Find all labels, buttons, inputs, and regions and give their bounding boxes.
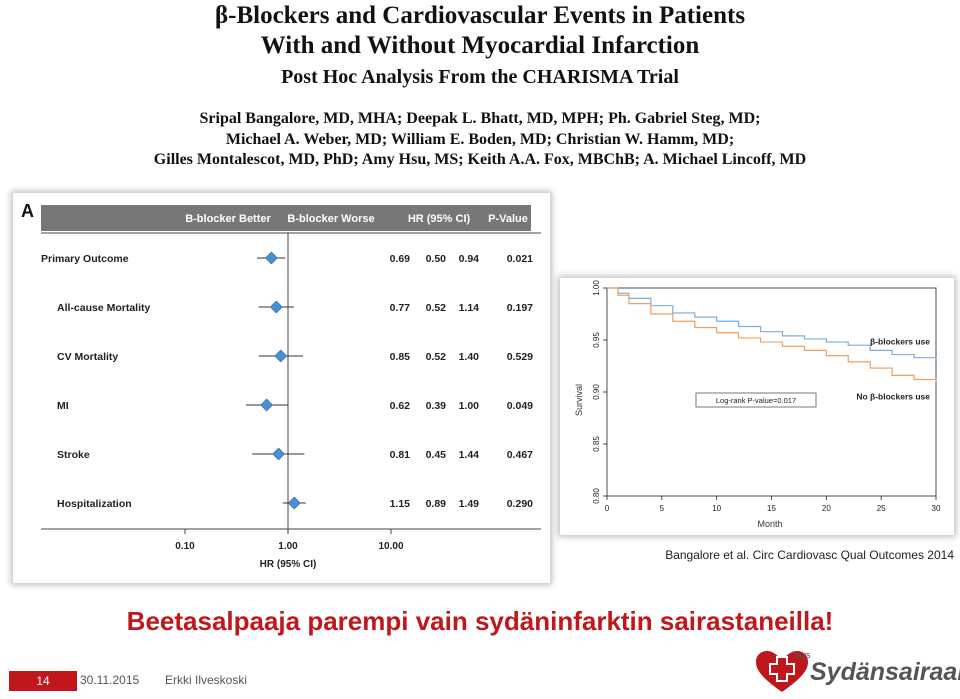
hr-value: 1.15 [390, 498, 411, 510]
ci-low-value: 0.52 [426, 351, 447, 363]
header-worse: B-blocker Worse [287, 213, 374, 225]
paper-title-line-1: β-Blockers and Cardiovascular Events in … [214, 2, 746, 29]
km-x-tick-label: 30 [932, 504, 941, 513]
x-tick-label: 0.10 [175, 541, 195, 552]
p-value: 0.049 [507, 400, 533, 412]
hr-point [274, 349, 288, 363]
forest-plot-panel: A B-blocker Better B-blocker Worse HR (9… [13, 193, 550, 583]
km-plot: Survival Month Log-rank P-value=0.017 0 5… [574, 280, 941, 529]
ci-low-value: 0.45 [426, 449, 447, 461]
hr-point [260, 398, 274, 412]
hr-value: 0.77 [390, 302, 411, 314]
km-annotation-box [695, 392, 817, 408]
forest-x-axis-label: HR (95% CI) [260, 559, 317, 570]
ci-high-value: 1.49 [459, 498, 480, 510]
row-label: All-cause Mortality [57, 302, 151, 314]
km-y-tick-label: 0.85 [592, 436, 601, 452]
km-x-axis-label: Month [757, 519, 782, 529]
km-plot-panel: Survival Month Log-rank P-value=0.017 0 5… [560, 278, 954, 535]
km-x-tick-label: 10 [712, 504, 721, 513]
ci-high-value: 1.14 [459, 302, 480, 314]
header-hr-ci: HR (95% CI) [408, 213, 471, 225]
km-series-line [607, 287, 937, 359]
km-x-tick-label: 0 [605, 504, 610, 513]
km-series-label: β-blockers use [870, 337, 930, 347]
slide-author: Erkki Ilveskoski [165, 673, 248, 687]
authors-line-3: Gilles Montalescot, MD, PhD; Amy Hsu, MS… [153, 151, 807, 168]
hr-value: 0.69 [390, 253, 411, 265]
km-y-tick-label: 0.95 [592, 332, 601, 348]
hr-value: 0.62 [390, 400, 411, 412]
conclusion-text: Beetasalpaaja parempi vain sydäninfarkti… [126, 606, 834, 636]
ci-low-value: 0.52 [426, 302, 447, 314]
ci-low-value: 0.89 [426, 498, 447, 510]
slide-number: 14 [9, 671, 77, 691]
authors-line-1: Sripal Bangalore, MD, MHA; Deepak L. Bha… [199, 110, 761, 127]
ci-high-value: 1.40 [459, 351, 480, 363]
p-value: 0.467 [507, 449, 533, 461]
row-label: MI [57, 400, 69, 412]
p-value: 0.290 [507, 498, 533, 510]
km-annotation: Log-rank P-value=0.017 [716, 396, 796, 405]
header-p-value: P-Value [488, 213, 528, 225]
hr-point [287, 496, 301, 510]
km-series-line [607, 287, 937, 382]
forest-plot: A B-blocker Better B-blocker Worse HR (9… [21, 201, 541, 570]
km-y-axis-label: Survival [574, 384, 584, 416]
hr-value: 0.81 [390, 449, 411, 461]
authors-line-2: Michael A. Weber, MD; William E. Boden, … [225, 131, 735, 148]
km-x-tick-label: 5 [660, 504, 665, 513]
row-label: Primary Outcome [41, 253, 129, 265]
citation: Bangalore et al. Circ Cardiovasc Qual Ou… [665, 548, 954, 562]
p-value: 0.021 [507, 253, 533, 265]
x-tick-label: 10.00 [378, 541, 403, 552]
hospital-logo [756, 651, 808, 692]
row-label: Stroke [57, 449, 90, 461]
row-label: Hospitalization [57, 498, 132, 510]
km-y-tick-label: 0.90 [592, 384, 601, 400]
row-label: CV Mortality [57, 351, 118, 363]
km-y-tick-label: 1.00 [592, 280, 601, 296]
hr-point [272, 447, 285, 461]
logo-small-text: Tays [792, 650, 811, 660]
km-x-tick-label: 20 [822, 504, 831, 513]
paper-title-line-2: With and Without Myocardial Infarction [260, 32, 700, 59]
hr-value: 0.85 [390, 351, 411, 363]
ci-high-value: 1.44 [459, 449, 480, 461]
p-value: 0.529 [507, 351, 533, 363]
hr-point [269, 300, 283, 314]
header-better: B-blocker Better [185, 213, 271, 225]
km-y-tick-label: 0.80 [592, 488, 601, 504]
km-series-label: No β-blockers use [856, 392, 930, 402]
ci-low-value: 0.50 [426, 253, 447, 265]
km-x-tick-label: 15 [767, 504, 776, 513]
p-value: 0.197 [507, 302, 533, 314]
panel-label: A [21, 201, 34, 221]
heart-cross-icon [756, 651, 808, 692]
ci-high-value: 0.94 [459, 253, 480, 265]
x-tick-label: 1.00 [278, 541, 298, 552]
ci-high-value: 1.00 [459, 400, 480, 412]
logo-name: Sydänsairaala [810, 658, 960, 686]
slide-date: 30.11.2015 [80, 673, 140, 687]
forest-header-bar [41, 205, 531, 231]
km-x-tick-label: 25 [877, 504, 886, 513]
hr-point [264, 251, 278, 265]
paper-subtitle: Post Hoc Analysis From the CHARISMA Tria… [281, 66, 679, 88]
ci-low-value: 0.39 [426, 400, 447, 412]
